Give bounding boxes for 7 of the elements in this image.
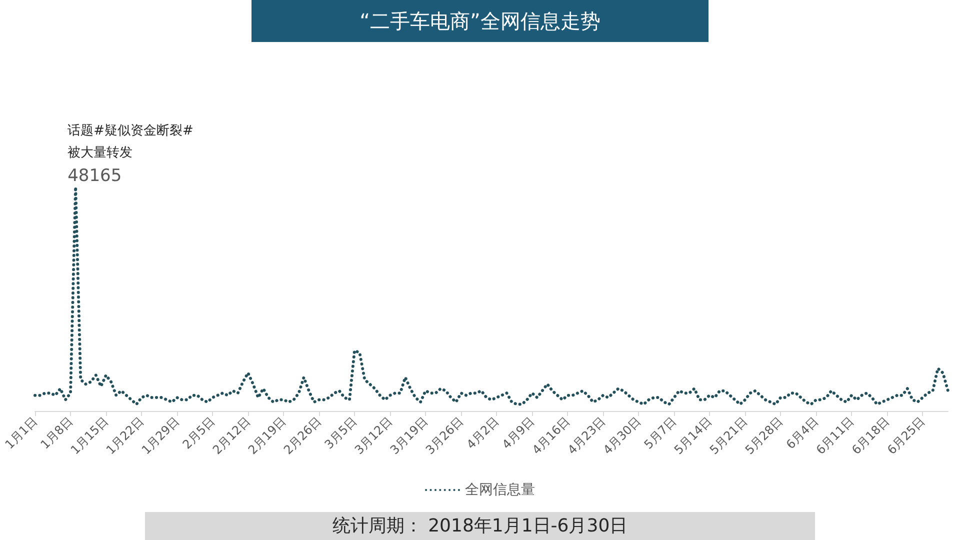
- legend-label: 全网信息量: [465, 482, 535, 498]
- text: 话题#疑似资金断裂#被大量转发: [68, 124, 194, 160]
- text: 统计周期： 2018年1月1日-6月30日: [332, 516, 628, 536]
- text: 48165: [68, 166, 122, 186]
- chart-title: “二手车电商”全网信息走势: [360, 9, 600, 33]
- x-tick-label: 4月2日: [464, 414, 502, 452]
- x-tick-label: 1月1日: [2, 414, 40, 452]
